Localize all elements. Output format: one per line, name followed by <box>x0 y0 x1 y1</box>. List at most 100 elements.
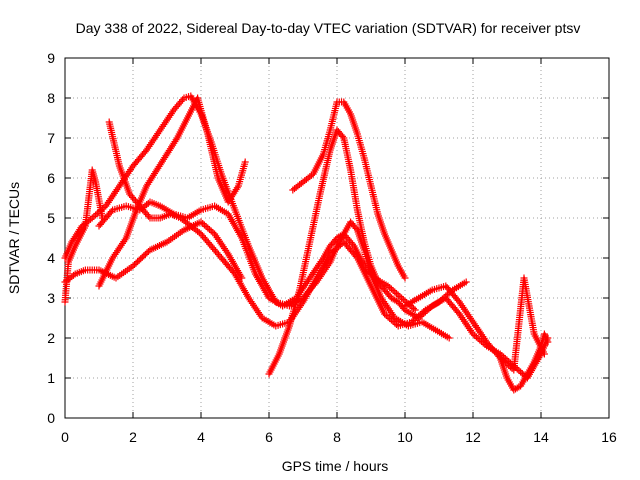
data-point <box>199 220 207 227</box>
data-point <box>387 316 395 324</box>
data-point <box>544 338 552 346</box>
series-track-5 <box>95 94 249 290</box>
data-point <box>88 214 96 222</box>
data-point <box>495 352 503 360</box>
data-point <box>506 363 514 371</box>
data-point <box>399 296 407 303</box>
x-tick-label: 4 <box>197 429 205 445</box>
data-point <box>338 132 346 140</box>
series-track-10 <box>496 330 552 394</box>
data-point <box>471 332 479 339</box>
data-point <box>389 318 397 325</box>
data-point <box>338 231 346 239</box>
data-point <box>333 244 341 252</box>
y-tick-label: 4 <box>47 250 55 266</box>
x-tick-label: 12 <box>465 429 481 445</box>
x-tick-label: 0 <box>61 429 69 445</box>
data-point <box>381 310 389 318</box>
series-track-7 <box>265 126 552 382</box>
series-track-2 <box>61 92 453 342</box>
data-point <box>408 318 416 326</box>
data-point <box>423 307 431 314</box>
y-axis-label: SDTVAR / TECUs <box>6 182 22 294</box>
x-tick-label: 10 <box>397 429 413 445</box>
data-point <box>469 330 477 338</box>
data-point <box>421 308 429 316</box>
data-point <box>335 243 343 250</box>
data-point <box>415 314 423 322</box>
data-point <box>92 211 100 219</box>
data-point <box>195 229 203 237</box>
data-point <box>384 313 392 321</box>
data-point <box>326 250 334 258</box>
data-point <box>207 227 215 235</box>
data-point <box>330 247 338 255</box>
data-point <box>107 208 115 216</box>
data-point <box>197 218 205 226</box>
data-point <box>393 321 400 328</box>
data-point <box>396 293 404 300</box>
data-point <box>382 312 390 319</box>
data-point <box>472 333 480 341</box>
data-point <box>204 224 212 232</box>
data-point <box>386 284 394 291</box>
data-point <box>336 241 344 249</box>
x-tick-label: 14 <box>533 429 549 445</box>
data-point <box>418 311 426 319</box>
x-tick-label: 2 <box>129 429 137 445</box>
x-tick-label: 16 <box>601 429 617 445</box>
data-point <box>209 229 217 236</box>
data-point <box>394 291 402 299</box>
y-tick-label: 5 <box>47 210 55 226</box>
data-point <box>398 294 406 302</box>
data-point <box>462 278 470 286</box>
data-point <box>401 274 409 282</box>
y-tick-label: 7 <box>47 130 55 146</box>
y-tick-label: 1 <box>47 370 55 386</box>
data-series <box>61 92 552 394</box>
y-tick-label: 6 <box>47 170 55 186</box>
y-tick-label: 3 <box>47 290 55 306</box>
data-point <box>389 287 397 294</box>
data-point <box>70 271 77 279</box>
x-tick-label: 6 <box>265 429 273 445</box>
data-point <box>391 288 399 296</box>
data-point <box>474 335 482 342</box>
y-tick-label: 2 <box>47 330 55 346</box>
data-point <box>391 319 399 327</box>
data-point <box>328 249 336 256</box>
chart-title: Day 338 of 2022, Sidereal Day-to-day VTE… <box>76 20 581 36</box>
data-point <box>410 305 417 312</box>
data-point <box>427 304 434 311</box>
y-tick-label: 0 <box>47 410 55 426</box>
data-point <box>145 212 153 220</box>
data-point <box>425 305 433 313</box>
series-track-1 <box>61 218 246 286</box>
y-tick-label: 8 <box>47 90 55 106</box>
y-tick-label: 9 <box>47 50 55 66</box>
x-tick-label: 8 <box>333 429 341 445</box>
data-point <box>540 350 548 358</box>
data-point <box>202 223 210 230</box>
data-point <box>331 246 339 253</box>
data-point <box>445 334 453 342</box>
x-axis-label: GPS time / hours <box>282 458 389 474</box>
data-point <box>352 224 360 232</box>
data-point <box>206 226 213 233</box>
data-point <box>386 315 394 322</box>
data-point <box>393 290 400 297</box>
data-point <box>517 368 525 376</box>
series-track-6 <box>289 98 409 282</box>
data-point <box>349 240 357 248</box>
data-point <box>200 221 208 229</box>
data-point <box>90 213 98 220</box>
data-point <box>384 282 392 290</box>
data-point <box>410 317 417 324</box>
series-track-9 <box>61 166 106 306</box>
data-point <box>179 96 187 104</box>
data-point <box>241 158 249 166</box>
data-point <box>387 285 395 293</box>
data-point <box>420 310 428 317</box>
